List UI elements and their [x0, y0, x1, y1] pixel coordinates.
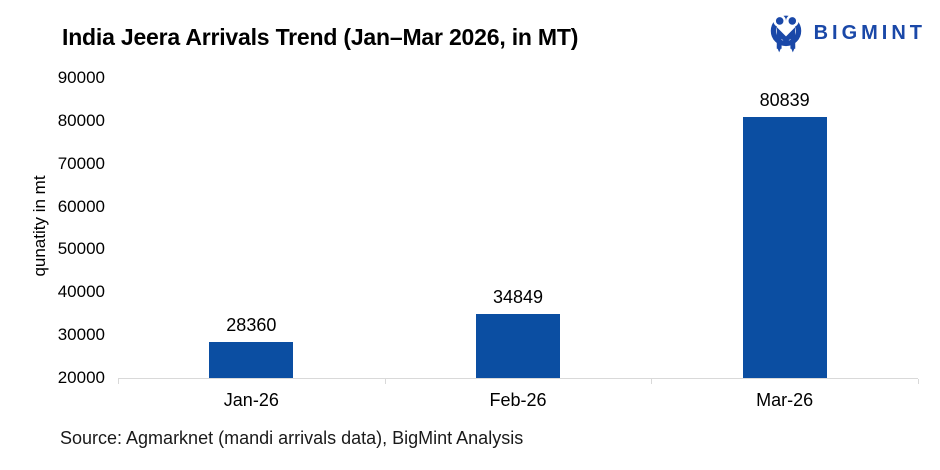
y-tick-label: 60000	[57, 196, 105, 216]
y-tick-label: 40000	[57, 282, 105, 302]
bar-feb-26	[476, 314, 560, 378]
y-axis-title: qunatity in mt	[30, 175, 49, 277]
y-tick-label: 90000	[57, 68, 105, 87]
x-axis-tick	[384, 379, 386, 384]
x-axis-tick	[918, 379, 919, 384]
x-axis-line	[118, 378, 918, 379]
chart-title: India Jeera Arrivals Trend (Jan–Mar 2026…	[62, 24, 579, 50]
bar-mar-26	[742, 117, 827, 378]
bar-jan-26	[209, 342, 294, 378]
y-tick-label: 20000	[57, 368, 105, 387]
y-tick-label: 30000	[57, 325, 105, 345]
bigmint-logo-icon	[770, 14, 801, 53]
x-axis-tick	[651, 379, 653, 384]
bigmint-logo-text: BIGMINT	[813, 21, 926, 44]
y-tick-label: 70000	[57, 153, 105, 173]
y-tick-label: 50000	[57, 239, 105, 259]
x-category-label: Mar-26	[756, 390, 814, 410]
bar-value-label: 80839	[759, 90, 810, 111]
y-tick-label: 80000	[57, 110, 105, 130]
bar-value-label: 28360	[226, 315, 277, 336]
bar-value-label: 34849	[492, 287, 544, 308]
x-category-label: Jan-26	[223, 390, 279, 410]
x-axis-tick	[118, 379, 119, 384]
source-note: Source: Agmarknet (mandi arrivals data),…	[60, 428, 524, 448]
x-category-label: Feb-26	[489, 390, 547, 410]
bigmint-logo: BIGMINT	[766, 12, 926, 54]
